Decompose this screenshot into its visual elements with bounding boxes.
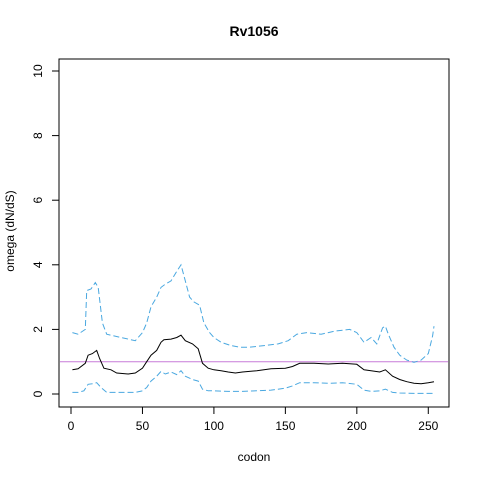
x-tick-label: 150 xyxy=(275,419,295,433)
x-tick-label: 250 xyxy=(418,419,438,433)
y-tick-label: 8 xyxy=(31,132,45,139)
y-axis-label: omega (dN/dS) xyxy=(3,190,17,271)
y-axis: 0 2 4 6 8 10 xyxy=(31,64,60,397)
x-tick-label: 0 xyxy=(68,419,75,433)
dashed-series-line xyxy=(72,369,434,394)
y-tick-label: 6 xyxy=(31,197,45,204)
x-tick-label: 200 xyxy=(347,419,367,433)
y-tick-label: 0 xyxy=(31,390,45,397)
x-axis: 0 50 100 150 200 250 xyxy=(68,406,439,433)
solid-series-line xyxy=(72,334,435,385)
x-tick-label: 100 xyxy=(204,419,224,433)
x-tick-label: 50 xyxy=(136,419,150,433)
y-tick-label: 2 xyxy=(31,326,45,333)
plot-area-frame xyxy=(58,58,450,408)
series-layer xyxy=(72,263,435,394)
chart-title: Rv1056 xyxy=(229,23,278,39)
y-tick-label: 4 xyxy=(31,261,45,268)
dashed-series-line xyxy=(72,263,435,363)
y-tick-label: 10 xyxy=(31,64,45,78)
x-axis-label: codon xyxy=(238,450,271,464)
